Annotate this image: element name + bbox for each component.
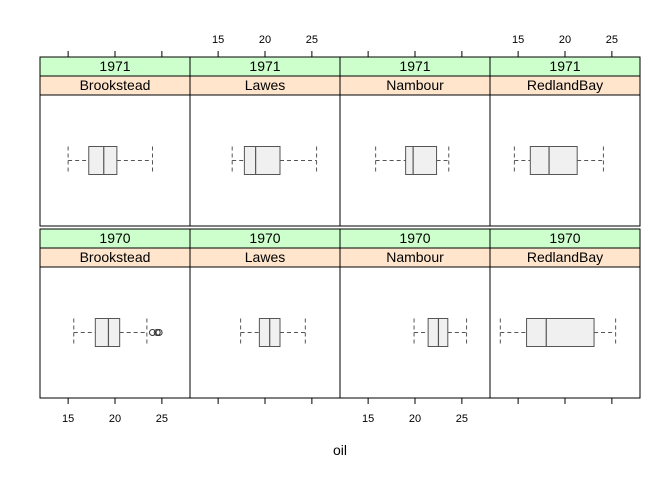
boxplot-lawes-1970 [240, 318, 306, 347]
panel-frame [489, 94, 641, 227]
x-tick-label-top: 25 [306, 34, 318, 46]
outlier-point [155, 329, 163, 336]
strip-location-label: RedlandBay [527, 249, 603, 265]
strip-year-label: 1971 [99, 58, 130, 74]
strip-location-label: Nambour [386, 77, 444, 93]
x-tick-label-bottom: 20 [109, 413, 121, 425]
strip-year-label: 1970 [249, 230, 280, 246]
x-tick-label-bottom: 15 [62, 413, 74, 425]
boxplot-redlandbay-1971 [513, 146, 604, 175]
x-tick-label-bottom: 25 [156, 413, 168, 425]
boxplot-brookstead-1971 [67, 146, 153, 175]
box-iqr [88, 146, 118, 175]
boxplot-brookstead-1970 [73, 318, 163, 347]
strip-location-label: Brookstead [80, 77, 151, 93]
strip-location-label: Lawes [245, 249, 285, 265]
x-tick-label-top: 25 [606, 34, 618, 46]
strip-location-label: Nambour [386, 249, 444, 265]
boxplot-nambour-1970 [413, 318, 468, 347]
axis-layer: 15 20 25 15 20 25 15 20 25 15 20 25 [62, 34, 618, 425]
outlier-point [149, 329, 156, 336]
strip-location-label: Brookstead [80, 249, 151, 265]
box-iqr [526, 318, 595, 347]
x-tick-label-bottom: 15 [362, 413, 374, 425]
x-tick-label-top: 20 [559, 34, 571, 46]
box-iqr [529, 146, 578, 175]
x-tick-label-top: 15 [512, 34, 524, 46]
boxplot-lawes-1971 [231, 146, 318, 175]
strip-location-label: Lawes [245, 77, 285, 93]
strip-layer: 1971 Brookstead 1971 Lawes 1971 Nambour 1971 Re… [39, 56, 641, 268]
x-tick-label-bottom: 20 [409, 413, 421, 425]
strip-year-label: 1971 [249, 58, 280, 74]
strip-year-label: 1971 [549, 58, 580, 74]
box-iqr [243, 146, 281, 175]
outlier-point [153, 329, 161, 336]
strip-year-label: 1970 [99, 230, 130, 246]
strip-year-label: 1971 [399, 58, 430, 74]
x-tick-label-top: 20 [259, 34, 271, 46]
box-iqr [405, 146, 438, 175]
strip-location-label: RedlandBay [527, 77, 603, 93]
panel-layer [39, 94, 641, 399]
strip-year-label: 1970 [399, 230, 430, 246]
x-tick-label-top: 15 [212, 34, 224, 46]
box-iqr [94, 318, 121, 347]
x-axis-label: oil [333, 442, 347, 458]
boxplot-redlandbay-1970 [499, 318, 617, 347]
boxplot-nambour-1971 [375, 146, 450, 175]
strip-year-label: 1970 [549, 230, 580, 246]
x-tick-label-bottom: 25 [456, 413, 468, 425]
